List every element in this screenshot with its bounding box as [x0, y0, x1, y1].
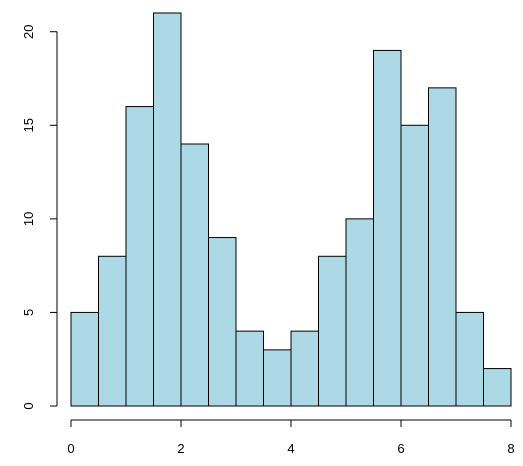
histogram-bar	[345, 218, 374, 407]
x-tick-label: 8	[507, 441, 514, 456]
histogram-bar	[483, 368, 512, 407]
y-tick-label: 0	[21, 402, 36, 409]
x-tick-label: 0	[67, 441, 74, 456]
histogram-bar	[373, 49, 402, 407]
histogram-bar	[400, 124, 429, 407]
bar-group	[70, 12, 512, 407]
histogram-bar	[153, 12, 182, 407]
histogram-bar	[235, 330, 264, 407]
x-tick-label: 6	[397, 441, 404, 456]
histogram-bar	[70, 311, 99, 407]
histogram-bar	[428, 87, 457, 407]
x-tick-label: 2	[177, 441, 184, 456]
histogram-bar	[318, 255, 347, 407]
x-axis: 0 2 4 6 8	[67, 419, 515, 456]
histogram-bar	[263, 349, 292, 407]
y-tick-label: 10	[21, 212, 36, 226]
y-axis: 0 5 10 15 20	[21, 24, 58, 410]
histogram-bar	[455, 311, 484, 407]
histogram-bar	[180, 143, 209, 407]
histogram-bar	[98, 255, 127, 407]
y-tick-label: 20	[21, 24, 36, 38]
y-tick-label: 5	[21, 309, 36, 316]
histogram-bar	[290, 330, 319, 407]
y-tick-label: 15	[21, 118, 36, 132]
x-tick-label: 4	[287, 441, 294, 456]
histogram-bar	[208, 237, 237, 407]
histogram-bar	[125, 106, 154, 407]
